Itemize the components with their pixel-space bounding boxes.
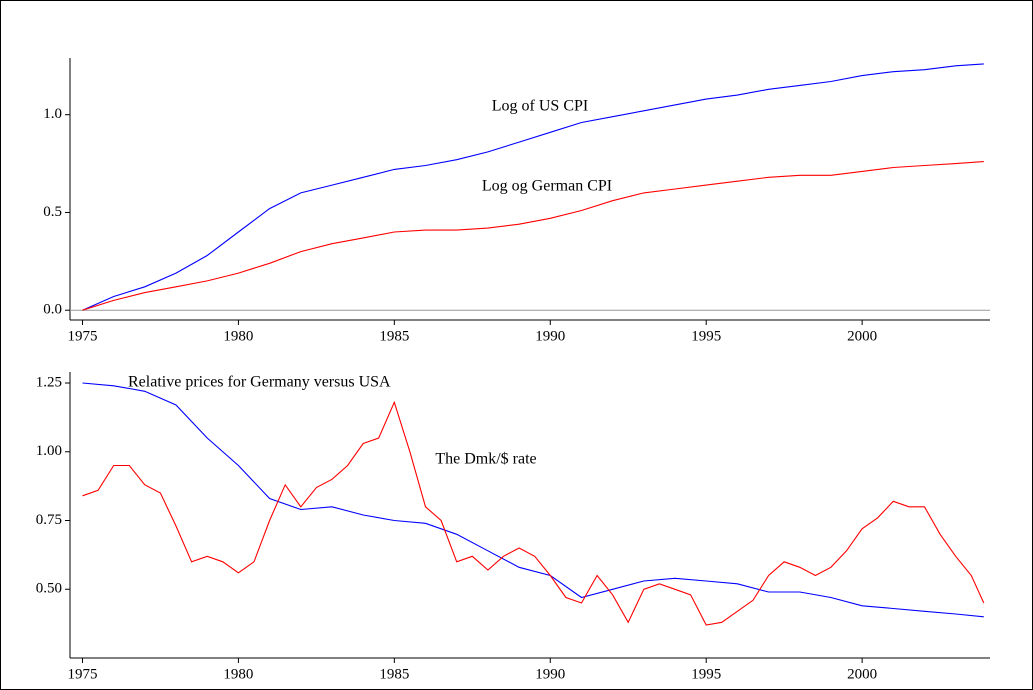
series-line [82,400,985,626]
x-tick-label: 2000 [847,328,877,344]
series-label: The Dmk/$ rate [435,451,536,468]
y-tick-label: 0.50 [36,581,62,597]
x-tick-label: 2000 [847,666,877,682]
x-tick-label: 1995 [691,666,721,682]
x-tick-label: 1995 [691,328,721,344]
y-tick-label: 0.5 [43,204,62,220]
y-tick-label: 1.0 [43,106,62,122]
x-tick-label: 1985 [379,666,409,682]
y-tick-label: 1.25 [36,374,62,390]
series-line [82,161,984,311]
series-label: Log of US CPI [492,98,588,115]
y-tick-label: 0.0 [43,302,62,318]
series-label: Log og German CPI [482,178,612,195]
y-tick-label: 0.75 [36,512,62,528]
series-line [82,63,984,311]
x-tick-label: 1980 [223,328,253,344]
series-line [82,382,984,618]
series-label: Relative prices for Germany versus USA [128,374,391,391]
x-tick-label: 1980 [223,666,253,682]
y-tick-label: 1.00 [36,443,62,459]
x-tick-label: 1985 [379,328,409,344]
x-tick-label: 1990 [535,666,565,682]
x-tick-label: 1975 [67,666,97,682]
x-tick-label: 1975 [67,328,97,344]
x-tick-label: 1990 [535,328,565,344]
